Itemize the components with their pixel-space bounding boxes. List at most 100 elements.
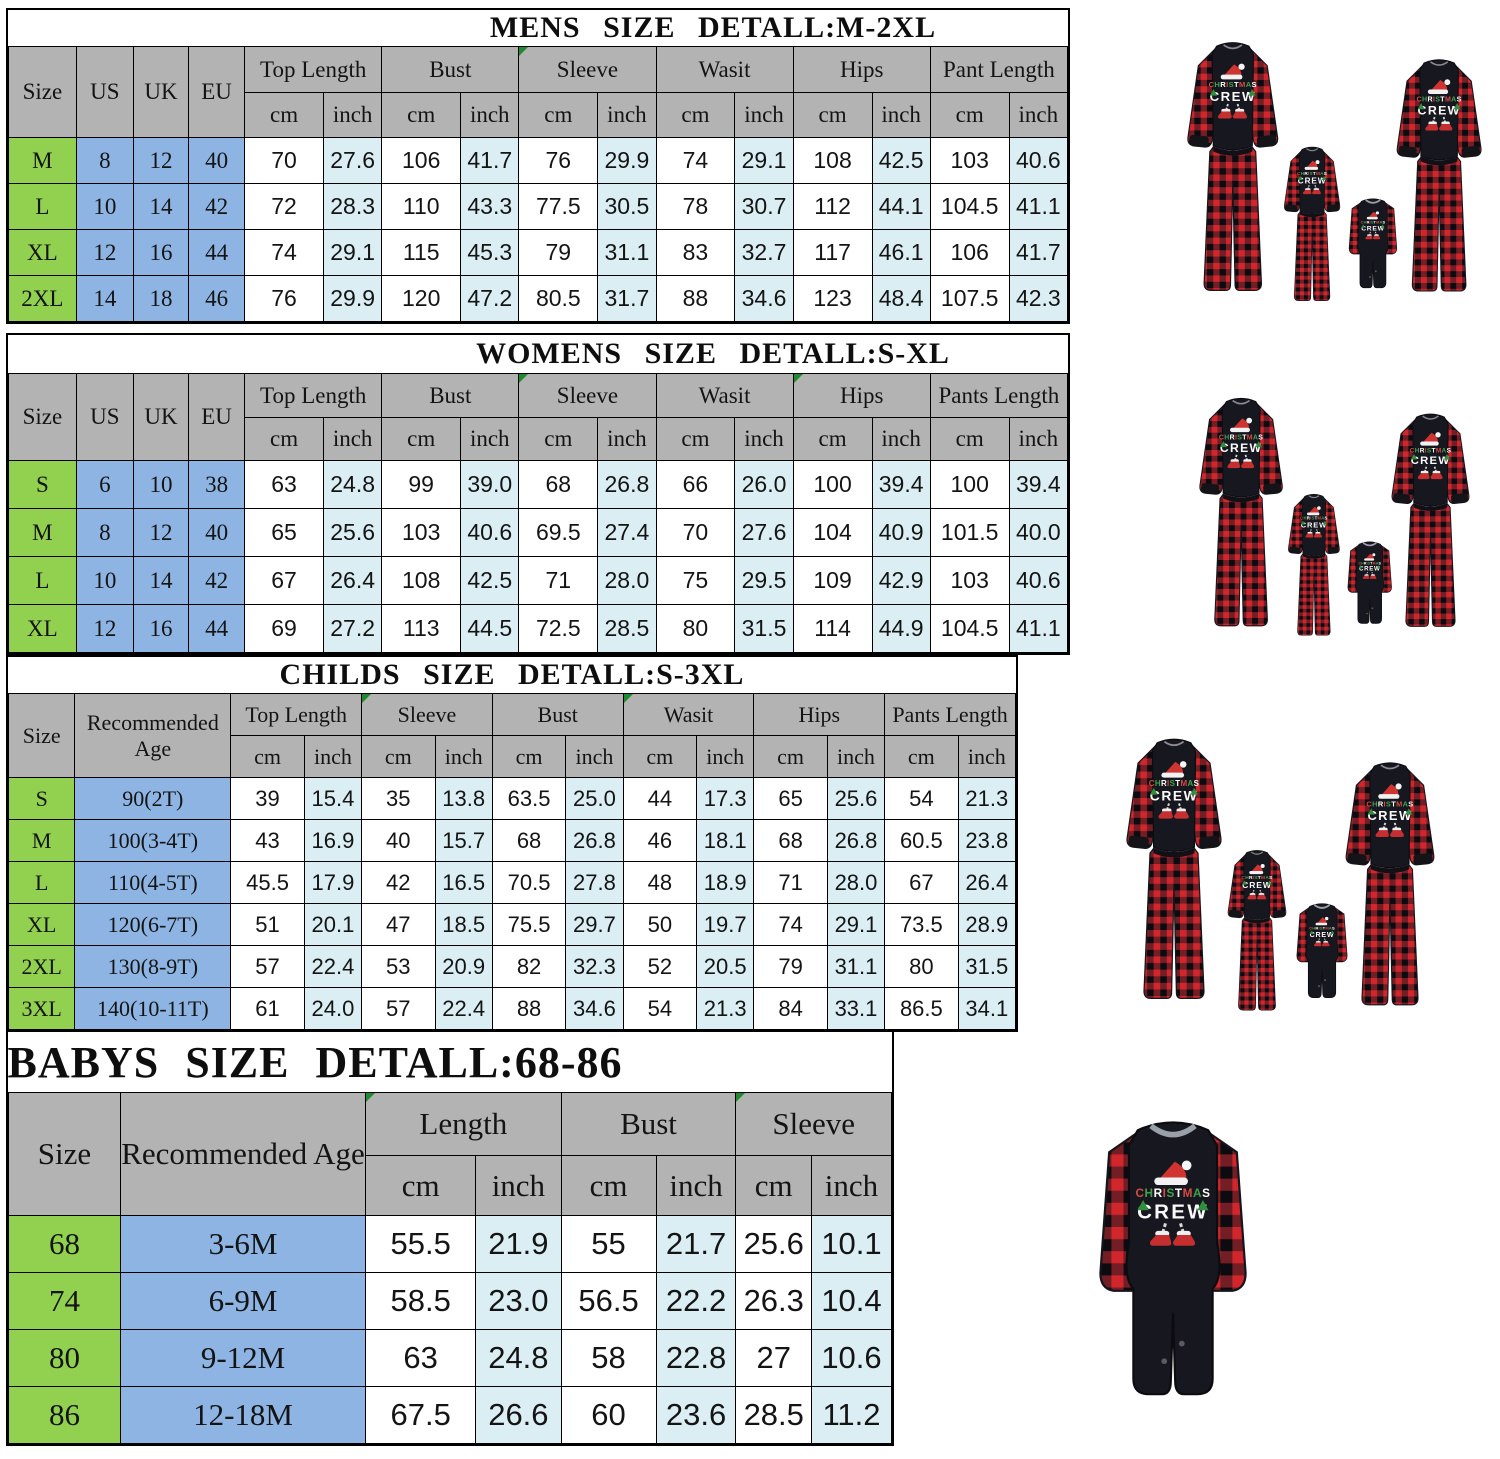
size-cell: S [7,777,76,820]
group-header-sleeve: Sleeve [735,1092,892,1156]
unit-header: inch [565,735,624,778]
cm-value-cell: 70.5 [491,861,567,904]
inch-value-cell: 15.7 [434,819,493,862]
region-size-cell: 10 [75,183,134,230]
cm-value-cell: 79 [753,945,828,988]
cm-value-cell: 57 [230,945,305,988]
cm-value-cell: 67 [884,861,959,904]
cm-value-cell: 110 [381,183,462,230]
size-cell: 2XL [7,945,76,988]
group-header-bust: Bust [381,46,520,93]
size-cell: 80 [8,1329,121,1387]
region-size-cell: 8 [75,137,134,184]
group-header-length: Length [365,1092,562,1156]
region-size-cell: 10 [75,556,134,605]
unit-header: inch [475,1155,562,1216]
cm-value-cell: 66 [655,460,736,509]
cm-value-cell: 47 [361,903,436,946]
group-header-hips: Hips [792,46,931,93]
inch-value-cell: 26.8 [597,460,657,509]
family-pajamas-photo-bottom [1112,722,1452,1052]
unit-header: cm [381,92,462,138]
unit-header: inch [957,735,1017,778]
inch-value-cell: 31.5 [957,945,1017,988]
cm-value-cell: 99 [381,460,462,509]
unit-header: inch [434,735,493,778]
cm-value-cell: 28.5 [735,1386,812,1444]
cm-value-cell: 101.5 [929,508,1010,557]
inch-value-cell: 23.0 [475,1272,562,1330]
mens-size-table: MENS SIZE DETALL:M-2XL Size US UK EU Top Len… [6,8,1070,324]
unit-header: cm [244,92,325,138]
inch-value-cell: 31.1 [826,945,886,988]
cm-value-cell: 27 [735,1329,812,1387]
inch-value-cell: 25.6 [826,777,886,820]
cm-value-cell: 69 [244,604,325,653]
family-pajamas-photo-middle [1168,385,1500,653]
inch-value-cell: 29.1 [323,229,383,276]
cm-value-cell: 100 [929,460,1010,509]
size-row: M 8 12 40 70 27.6 106 41.7 76 29.9 74 29.1 108 42.5 10… [8,137,1069,184]
size-cell: 74 [8,1272,121,1330]
inch-value-cell: 41.7 [1008,229,1069,276]
family-pajamas-illustration [1112,722,1452,1052]
inch-value-cell: 27.8 [565,861,624,904]
inch-value-cell: 27.4 [597,508,657,557]
region-size-cell: 10 [132,460,190,509]
inch-value-cell: 32.7 [734,229,794,276]
size-cell: XL [7,903,76,946]
group-header-bust: Bust [491,693,624,736]
inch-value-cell: 26.6 [475,1386,562,1444]
cm-value-cell: 65 [753,777,828,820]
cm-value-cell: 35 [361,777,436,820]
size-row: 80 9-12M 63 24.8 58 22.8 27 10.6 [8,1329,893,1387]
column-header: EU [187,373,246,461]
baby-romper-photo [1048,1098,1298,1446]
size-row: XL 120(6-7T) 51 20.1 47 18.5 75.5 29.7 50 19.7 74 2… [7,903,1017,946]
region-size-cell: 18 [132,275,190,322]
size-cell: XL [8,604,77,653]
group-header-top-length: Top Length [230,693,363,736]
region-size-cell: 12 [75,229,134,276]
cm-value-cell: 54 [622,987,698,1030]
cm-value-cell: 58 [560,1329,657,1387]
cm-value-cell: 80 [655,604,736,653]
group-header-wasit: Wasit [655,46,794,93]
unit-header: cm [929,417,1010,461]
inch-value-cell: 42.5 [871,137,931,184]
unit-header: cm [735,1155,812,1216]
cm-value-cell: 108 [792,137,873,184]
cm-value-cell: 60.5 [884,819,959,862]
inch-value-cell: 28.5 [597,604,657,653]
unit-header: inch [655,1155,737,1216]
cm-value-cell: 75.5 [491,903,567,946]
cm-value-cell: 113 [381,604,462,653]
cm-value-cell: 73.5 [884,903,959,946]
cm-value-cell: 106 [929,229,1010,276]
cm-value-cell: 40 [361,819,436,862]
inch-value-cell: 10.1 [810,1215,893,1273]
column-header: UK [132,373,190,461]
inch-value-cell: 42.9 [871,556,931,605]
region-size-cell: 8 [75,508,134,557]
inch-value-cell: 24.8 [475,1329,562,1387]
inch-value-cell: 43.3 [460,183,520,230]
cm-value-cell: 109 [792,556,873,605]
size-row: S 6 10 38 63 24.8 99 39.0 68 26.8 66 26.0 100 39.4 100… [8,460,1069,509]
cm-value-cell: 103 [929,556,1010,605]
cm-value-cell: 74 [753,903,828,946]
inch-value-cell: 26.4 [323,556,383,605]
inch-value-cell: 28.3 [323,183,383,230]
group-header-sleeve: Sleeve [361,693,493,736]
size-cell: M [7,819,76,862]
inch-value-cell: 39.0 [460,460,520,509]
size-row: 68 3-6M 55.5 21.9 55 21.7 25.6 10.1 [8,1215,893,1273]
size-cell: M [8,137,77,184]
cm-value-cell: 75 [655,556,736,605]
group-header-bust: Bust [560,1092,737,1156]
family-pajamas-illustration [1168,28,1500,320]
cm-value-cell: 100 [792,460,873,509]
group-header-hips: Hips [753,693,886,736]
cm-value-cell: 50 [622,903,698,946]
inch-value-cell: 29.1 [734,137,794,184]
